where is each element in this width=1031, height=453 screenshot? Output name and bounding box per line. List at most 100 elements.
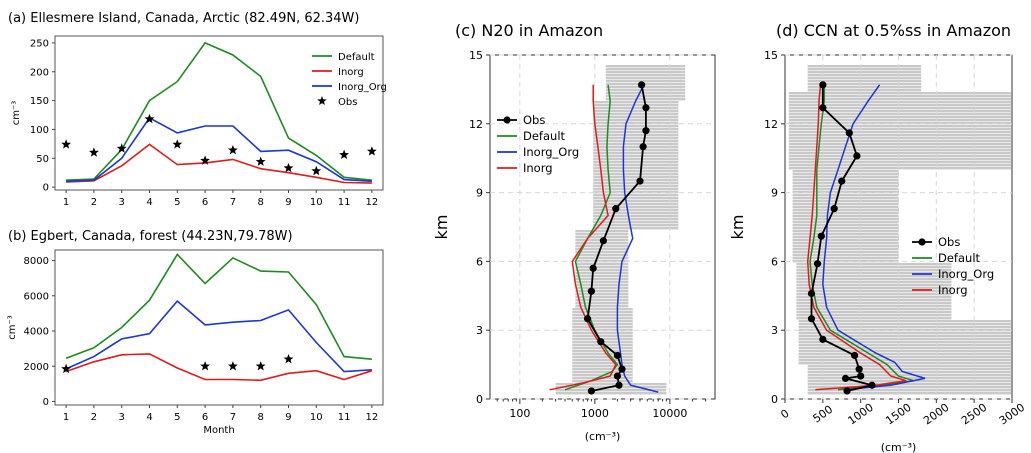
x-tick-label: 5 <box>174 197 180 208</box>
sample-swath-row <box>575 278 629 281</box>
obs-star-point <box>89 147 99 157</box>
sample-swath-row <box>788 146 1011 149</box>
sample-swath-row <box>807 80 922 83</box>
sample-swath-row <box>575 302 629 305</box>
sample-swath-row <box>572 368 633 371</box>
sample-swath-row <box>792 236 899 239</box>
sample-swath-row <box>788 122 1011 125</box>
sample-swath-row <box>572 332 633 335</box>
obs-point <box>599 237 607 245</box>
x-axis-label: (cm⁻³) <box>881 441 917 453</box>
y-tick-label: 100 <box>30 125 49 136</box>
sample-swath-row <box>593 206 679 209</box>
obs-point <box>613 351 622 360</box>
x-tick-label: 12 <box>366 197 379 208</box>
panel-a-title: (a) Ellesmere Island, Canada, Arctic (82… <box>8 11 359 26</box>
x-tick-label: 9 <box>285 412 291 423</box>
sample-swath-row <box>788 167 1011 170</box>
y-tick-label: 12 <box>469 118 483 131</box>
series-line-inorg <box>66 143 372 184</box>
x-tick-label: 2000 <box>921 401 951 428</box>
sample-swath-row <box>575 248 629 251</box>
obs-star-point <box>61 363 72 374</box>
legend-point-marker <box>503 116 511 124</box>
sample-swath-row <box>605 65 686 68</box>
legend-label-obs: Obs <box>338 97 357 108</box>
sample-swath-row <box>792 218 899 221</box>
sample-swath-row <box>593 149 679 152</box>
x-tick-label: 10 <box>310 412 323 423</box>
sample-swath-row <box>605 95 686 98</box>
series-line-inorg_org <box>822 84 926 391</box>
series-line-default <box>809 84 914 391</box>
y-tick-label: 6 <box>476 255 483 268</box>
sample-swath-row <box>807 65 922 68</box>
y-tick-label: 2000 <box>24 362 49 373</box>
sample-swath-row <box>798 356 1011 359</box>
sample-swath-row <box>593 167 679 170</box>
sample-swath-row <box>792 242 899 245</box>
sample-swath-row <box>788 143 1011 146</box>
x-tick-label: 3 <box>119 197 125 208</box>
sample-swath-row <box>593 215 679 218</box>
sample-swath-row <box>788 131 1011 134</box>
y-tick-label: 3 <box>771 324 778 337</box>
sample-swath-row <box>572 317 633 320</box>
series-line-default <box>564 84 619 391</box>
x-tick-label: 6 <box>202 412 208 423</box>
sample-swath-row <box>572 320 633 323</box>
legend-point-marker <box>918 238 926 246</box>
y-axis-label: cm⁻³ <box>11 101 22 126</box>
sample-swath-row <box>788 140 1011 143</box>
sample-swath-row <box>798 353 1011 356</box>
obs-star-point <box>283 354 294 364</box>
obs-point <box>857 372 865 380</box>
sample-swath-row <box>792 215 899 218</box>
x-tick-label: 8 <box>258 197 264 208</box>
sample-swath-row <box>788 107 1011 110</box>
sample-swath-row <box>593 122 679 125</box>
x-tick-label: 2500 <box>959 401 989 428</box>
sample-swath-row <box>796 293 952 296</box>
sample-swath-row <box>593 179 679 182</box>
x-tick-label: 1000 <box>845 401 875 428</box>
obs-star-point <box>61 139 72 149</box>
sample-swath-row <box>575 236 629 239</box>
x-tick-label: 9 <box>285 197 291 208</box>
legend-star-marker <box>317 96 327 105</box>
obs-point <box>819 335 827 343</box>
y-tick-label: 250 <box>30 38 49 49</box>
y-tick-label: 6000 <box>24 291 49 302</box>
sample-swath-row <box>788 164 1011 167</box>
obs-star-point <box>200 155 210 165</box>
sample-swath-row <box>796 311 952 314</box>
sample-swath-row <box>575 251 629 254</box>
sample-swath-row <box>796 299 952 302</box>
sample-swath-row <box>788 128 1011 131</box>
sample-swath-row <box>792 233 899 236</box>
y-tick-label: 9 <box>771 187 778 200</box>
sample-swath-row <box>593 119 679 122</box>
sample-swath-row <box>792 188 899 191</box>
obs-point <box>838 177 846 185</box>
obs-point <box>841 374 850 382</box>
sample-swath-row <box>572 353 633 356</box>
sample-swath-row <box>593 128 679 131</box>
sample-swath-row <box>792 200 899 203</box>
sample-swath-row <box>792 248 899 251</box>
obs-point <box>819 104 827 112</box>
sample-swath-row <box>788 110 1011 113</box>
sample-swath-row <box>796 284 952 287</box>
y-tick-label: 15 <box>764 49 778 62</box>
sample-swath-row <box>792 251 899 254</box>
sample-swath-row <box>575 290 629 293</box>
legend-label-default: Default <box>938 251 981 265</box>
sample-swath-row <box>593 125 679 128</box>
y-tick-label: 4000 <box>24 327 49 338</box>
legend-label-inorg_org: Inorg_Org <box>938 267 994 281</box>
sample-swath-row <box>572 359 633 362</box>
y-tick-label: 0 <box>476 393 483 406</box>
obs-point <box>868 381 876 389</box>
sample-swath-row <box>792 203 899 206</box>
obs-point <box>845 129 853 137</box>
